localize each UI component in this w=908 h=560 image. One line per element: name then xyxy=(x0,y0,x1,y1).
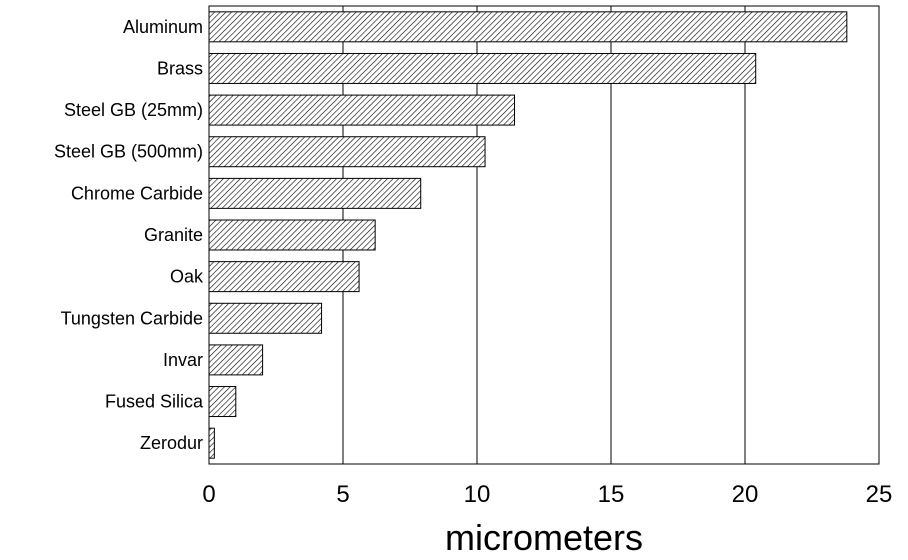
category-label: Steel GB (500mm) xyxy=(54,142,203,162)
category-label: Oak xyxy=(170,267,204,287)
category-label: Steel GB (25mm) xyxy=(64,100,203,120)
x-tick-label: 5 xyxy=(336,481,349,508)
x-tick-label: 10 xyxy=(464,481,491,508)
x-tick-label: 0 xyxy=(202,481,215,508)
bar xyxy=(208,136,486,168)
category-label: Granite xyxy=(144,225,203,245)
bar xyxy=(208,427,215,459)
x-axis-title: micrometers xyxy=(445,517,643,558)
bar xyxy=(208,344,264,376)
bar xyxy=(208,386,237,418)
x-tick-label: 15 xyxy=(598,481,625,508)
bar xyxy=(208,261,360,293)
plot-frame xyxy=(208,5,880,465)
category-label: Aluminum xyxy=(123,17,203,37)
bar xyxy=(208,219,376,251)
category-label: Zerodur xyxy=(140,433,203,453)
bar xyxy=(208,94,516,126)
x-tick-label: 25 xyxy=(866,481,893,508)
x-tick-labels: 0 5 10 15 20 25 xyxy=(202,481,892,508)
category-label: Chrome Carbide xyxy=(71,183,203,203)
category-label: Fused Silica xyxy=(105,392,204,412)
bars xyxy=(208,11,848,459)
category-labels: Aluminum Brass Steel GB (25mm) Steel GB (50… xyxy=(54,17,204,453)
category-label: Tungsten Carbide xyxy=(61,308,203,328)
bar xyxy=(208,52,757,84)
bar xyxy=(208,11,848,43)
bar xyxy=(208,302,323,334)
x-tick-label: 20 xyxy=(732,481,759,508)
category-label: Brass xyxy=(157,58,203,78)
category-label: Invar xyxy=(163,350,203,370)
bar xyxy=(208,177,422,209)
